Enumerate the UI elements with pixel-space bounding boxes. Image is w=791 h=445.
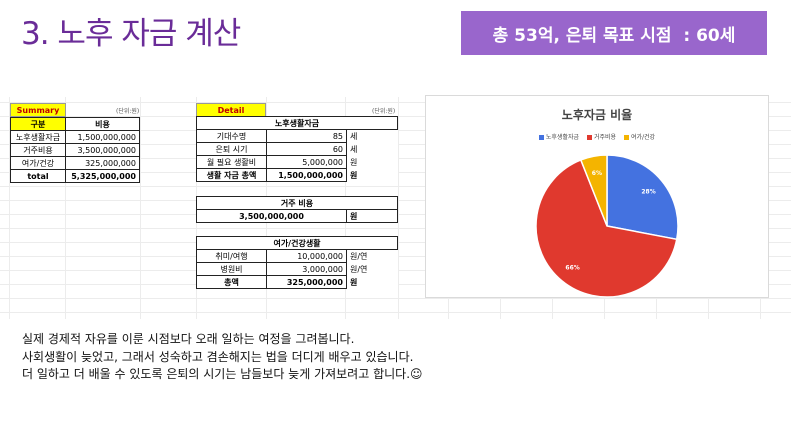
leisure-cell[interactable]: 병원비 <box>196 262 267 276</box>
housing-cost-value[interactable]: 3,500,000,000 <box>196 209 347 223</box>
description-line: 실제 경제적 자유를 이룬 시점보다 오래 일하는 여정을 그려봅니다. <box>22 332 355 346</box>
legend-swatch <box>586 135 592 140</box>
leisure-cell[interactable]: 10,000,000 <box>266 249 347 263</box>
summary-cell[interactable]: 325,000,000 <box>65 156 140 170</box>
leisure-cell[interactable]: 3,000,000 <box>266 262 347 276</box>
living-cell[interactable]: 세 <box>350 144 358 154</box>
pie-chart[interactable]: 노후자금 비율 노후생활자금 거주비용 여가/건강 28% 66% 6% <box>425 95 769 298</box>
summary-total-value[interactable]: 5,325,000,000 <box>65 169 140 183</box>
living-cell[interactable]: 은퇴 시기 <box>196 142 267 156</box>
leisure-total-label[interactable]: 총액 <box>196 275 267 289</box>
description-line: 더 일하고 더 배울 수 있도록 은퇴의 시기는 남들보다 늦게 가져보려고 합… <box>22 367 423 381</box>
summary-cell[interactable]: 3,500,000,000 <box>65 143 140 157</box>
living-total-label[interactable]: 생활 자금 총액 <box>196 168 267 182</box>
leisure-total-unit[interactable]: 원 <box>350 277 358 287</box>
summary-total-label[interactable]: total <box>10 169 66 183</box>
pie-slice[interactable] <box>579 154 608 227</box>
table-row: total 5,325,000,000 <box>10 169 140 183</box>
table-row: 총액 325,000,000 원 <box>196 275 398 289</box>
living-cell[interactable]: 기대수명 <box>196 129 267 143</box>
legend-item: 거주비용 <box>586 132 617 141</box>
legend-swatch <box>538 135 544 140</box>
pie-plot: 28% 66% 6% <box>535 154 679 298</box>
table-row: 월 필요 생활비 5,000,000 원 <box>196 155 398 169</box>
summary-tag[interactable]: Summary <box>10 103 66 117</box>
living-cell[interactable]: 세 <box>350 131 358 141</box>
legend-swatch <box>623 135 629 140</box>
living-total-value[interactable]: 1,500,000,000 <box>266 168 347 182</box>
detail-unit: (단위:원) <box>372 108 396 115</box>
summary-header-category[interactable]: 구분 <box>10 117 66 131</box>
pie-slice[interactable] <box>535 159 678 298</box>
description-text: 실제 경제적 자유를 이룬 시점보다 오래 일하는 여정을 그려봅니다. 사회생… <box>22 331 423 384</box>
living-cell[interactable]: 원 <box>350 157 358 167</box>
table-row: 은퇴 시기 60 세 <box>196 142 398 156</box>
detail-tag[interactable]: Detail <box>196 103 266 117</box>
legend-item: 노후생활자금 <box>538 132 580 141</box>
legend-label: 노후생활자금 <box>545 134 580 141</box>
table-row: 거주비용 3,500,000,000 <box>10 143 140 157</box>
living-cell[interactable]: 월 필요 생활비 <box>196 155 267 169</box>
living-cost-table: 노후생활자금 기대수명 85 세 은퇴 시기 60 세 월 필요 생활비 5,0… <box>196 116 398 182</box>
pie-slice-label: 28% <box>641 189 655 196</box>
living-cost-header[interactable]: 노후생활자금 <box>196 116 398 130</box>
legend-label: 거주비용 <box>593 134 617 141</box>
table-row: 취미/여행 10,000,000 원/연 <box>196 249 398 263</box>
goal-banner: 총 53억, 은퇴 목표 시점 : 60세 <box>461 11 767 55</box>
pie-slice-label: 66% <box>565 265 579 272</box>
living-cell[interactable]: 5,000,000 <box>266 155 347 169</box>
pie-slice-label: 6% <box>592 170 602 177</box>
table-row: 여가/건강 325,000,000 <box>10 156 140 170</box>
housing-cost-header[interactable]: 거주 비용 <box>196 196 398 210</box>
table-row: 기대수명 85 세 <box>196 129 398 143</box>
page-title: 3. 노후 자금 계산 <box>21 16 241 52</box>
pie-slice[interactable] <box>606 154 679 241</box>
legend-item: 여가/건강 <box>623 132 656 141</box>
living-cell[interactable]: 85 <box>266 129 347 143</box>
living-total-unit[interactable]: 원 <box>350 170 358 180</box>
summary-cell[interactable]: 노후생활자금 <box>10 130 66 144</box>
summary-header-cost[interactable]: 비용 <box>65 117 140 131</box>
leisure-cost-header[interactable]: 여가/건강생활 <box>196 236 398 250</box>
leisure-cell[interactable]: 원/연 <box>350 251 368 261</box>
legend-label: 여가/건강 <box>630 134 656 141</box>
summary-table: 구분 비용 노후생활자금 1,500,000,000 거주비용 3,500,00… <box>10 117 140 183</box>
table-row: 병원비 3,000,000 원/연 <box>196 262 398 276</box>
summary-cell[interactable]: 거주비용 <box>10 143 66 157</box>
table-row: 생활 자금 총액 1,500,000,000 원 <box>196 168 398 182</box>
chart-legend: 노후생활자금 거주비용 여가/건강 <box>426 132 768 141</box>
table-row: 3,500,000,000 원 <box>196 209 398 223</box>
leisure-cost-table: 여가/건강생활 취미/여행 10,000,000 원/연 병원비 3,000,0… <box>196 236 398 289</box>
housing-cost-unit[interactable]: 원 <box>346 209 398 223</box>
table-row: 노후생활자금 1,500,000,000 <box>10 130 140 144</box>
summary-cell[interactable]: 1,500,000,000 <box>65 130 140 144</box>
leisure-cell[interactable]: 취미/여행 <box>196 249 267 263</box>
leisure-total-value[interactable]: 325,000,000 <box>266 275 347 289</box>
chart-title: 노후자금 비율 <box>561 108 633 122</box>
leisure-cell[interactable]: 원/연 <box>350 264 368 274</box>
description-line: 사회생활이 늦었고, 그래서 성숙하고 겸손해지는 법을 더디게 배우고 있습니… <box>22 349 414 364</box>
housing-cost-table: 거주 비용 3,500,000,000 원 <box>196 196 398 223</box>
summary-cell[interactable]: 여가/건강 <box>10 156 66 170</box>
summary-unit: (단위:원) <box>116 108 140 115</box>
living-cell[interactable]: 60 <box>266 142 347 156</box>
